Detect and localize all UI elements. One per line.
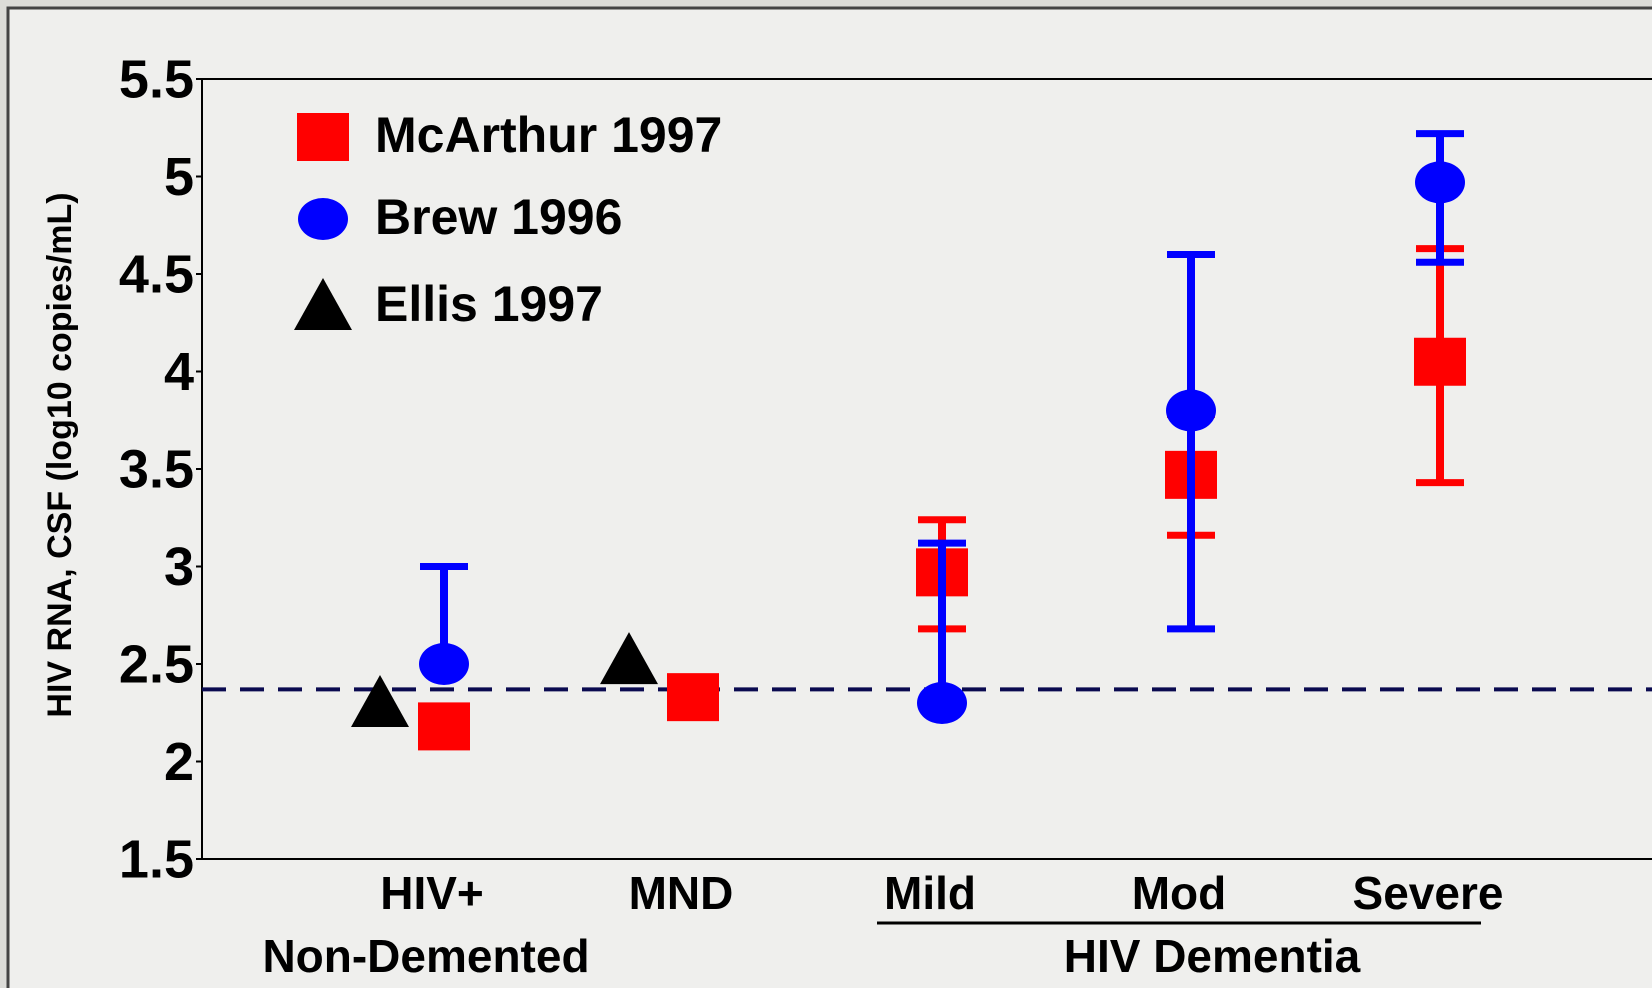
legend-marker [294,278,352,330]
panel [6,6,1652,988]
data-point [419,643,469,685]
y-axis-title: HIV RNA, CSF (log10 copies/mL) [41,192,79,717]
x-tick-label: Mod [1132,867,1227,919]
y-tick-label: 1.5 [119,829,194,889]
x-tick-label: Severe [1353,867,1504,919]
y-tick-label: 5.5 [119,49,194,109]
x-tick-label: HIV+ [380,867,484,919]
y-tick-label: 4.5 [119,244,194,304]
data-point [1414,337,1466,386]
group-label: HIV Dementia [1064,930,1361,982]
data-point [1166,389,1216,432]
data-point [917,682,967,724]
legend-label: Ellis 1997 [375,276,603,332]
data-point [600,632,658,685]
y-tick-label: 4 [164,342,194,402]
y-tick-label: 5 [164,147,194,207]
data-point [667,673,719,722]
legend-marker [297,113,349,161]
legend-marker [298,198,348,240]
data-point [1415,161,1465,204]
y-tick-label: 3.5 [119,439,194,499]
x-tick-label: MND [629,867,734,919]
legend-label: McArthur 1997 [375,107,722,163]
y-tick-label: 2 [164,732,194,792]
y-tick-label: 2.5 [119,634,194,694]
group-label: Non-Demented [262,930,589,982]
legend-label: Brew 1996 [375,189,622,245]
x-tick-label: Mild [884,867,976,919]
y-tick-label: 3 [164,537,194,597]
data-point [418,702,470,751]
data-point [351,675,409,727]
